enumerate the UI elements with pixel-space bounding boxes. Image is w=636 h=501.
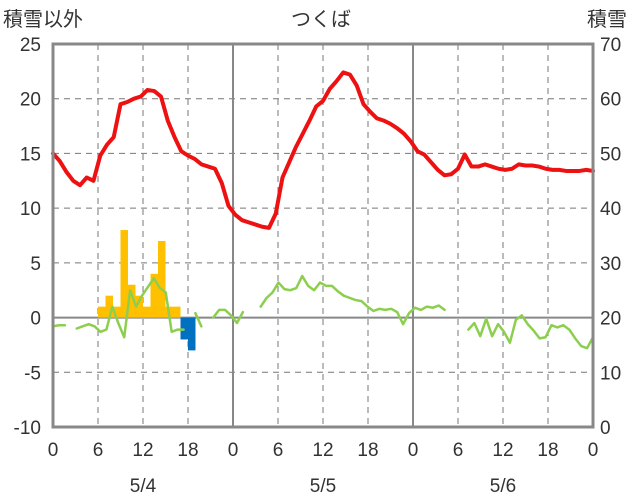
day-label: 5/4 [130,476,157,497]
bar [113,306,121,318]
bar [180,317,188,340]
x-tick-label: 6 [273,440,284,461]
x-tick-label: 18 [357,440,378,461]
y-tick-label-left: 0 [30,309,41,330]
left-axis-title: 積雪以外 [3,8,83,31]
grid-lines [53,44,593,427]
y-tick-label-right: 70 [600,35,621,56]
x-tick-label: 0 [408,440,419,461]
y-tick-label-left: -10 [14,418,41,439]
x-tick-label: 12 [132,440,153,461]
x-tick-label: 0 [588,440,599,461]
bar [143,306,151,318]
x-tick-label: 0 [228,440,239,461]
bar [150,273,158,318]
bar [105,295,113,318]
y-tick-label-right: 30 [600,254,621,275]
bar [173,306,181,318]
x-tick-label: 0 [48,440,59,461]
bar [98,306,106,318]
y-tick-label-right: 60 [600,90,621,111]
bar [135,295,143,318]
y-tick-label-left: 10 [20,199,41,220]
y-tick-label-right: 40 [600,199,621,220]
y-tick-label-left: 20 [20,90,41,111]
day-label: 5/6 [490,476,516,497]
y-tick-label-left: 25 [20,35,41,56]
x-tick-label: 18 [177,440,198,461]
bar [188,317,196,351]
chart-title: つくば [291,8,351,31]
bar [158,240,166,318]
right-axis-title: 積雪 [587,8,627,31]
x-tick-label: 12 [312,440,333,461]
bar [120,230,128,318]
y-tick-label-right: 50 [600,144,621,165]
y-tick-label-left: 5 [30,254,41,275]
bar-series [98,230,196,351]
x-tick-label: 12 [492,440,513,461]
plot-frame [51,42,595,429]
y-tick-label-right: 10 [600,363,621,384]
bar [128,284,136,318]
series-line-red [51,70,595,230]
day-label: 5/5 [310,476,336,497]
x-tick-label: 18 [537,440,558,461]
y-tick-label-left: 15 [20,144,41,165]
y-tick-label-left: -5 [24,363,41,384]
y-tick-label-right: 0 [600,418,611,439]
y-tick-label-right: 20 [600,309,621,330]
series-line-green [51,274,595,350]
x-tick-label: 6 [93,440,104,461]
x-tick-label: 6 [453,440,464,461]
